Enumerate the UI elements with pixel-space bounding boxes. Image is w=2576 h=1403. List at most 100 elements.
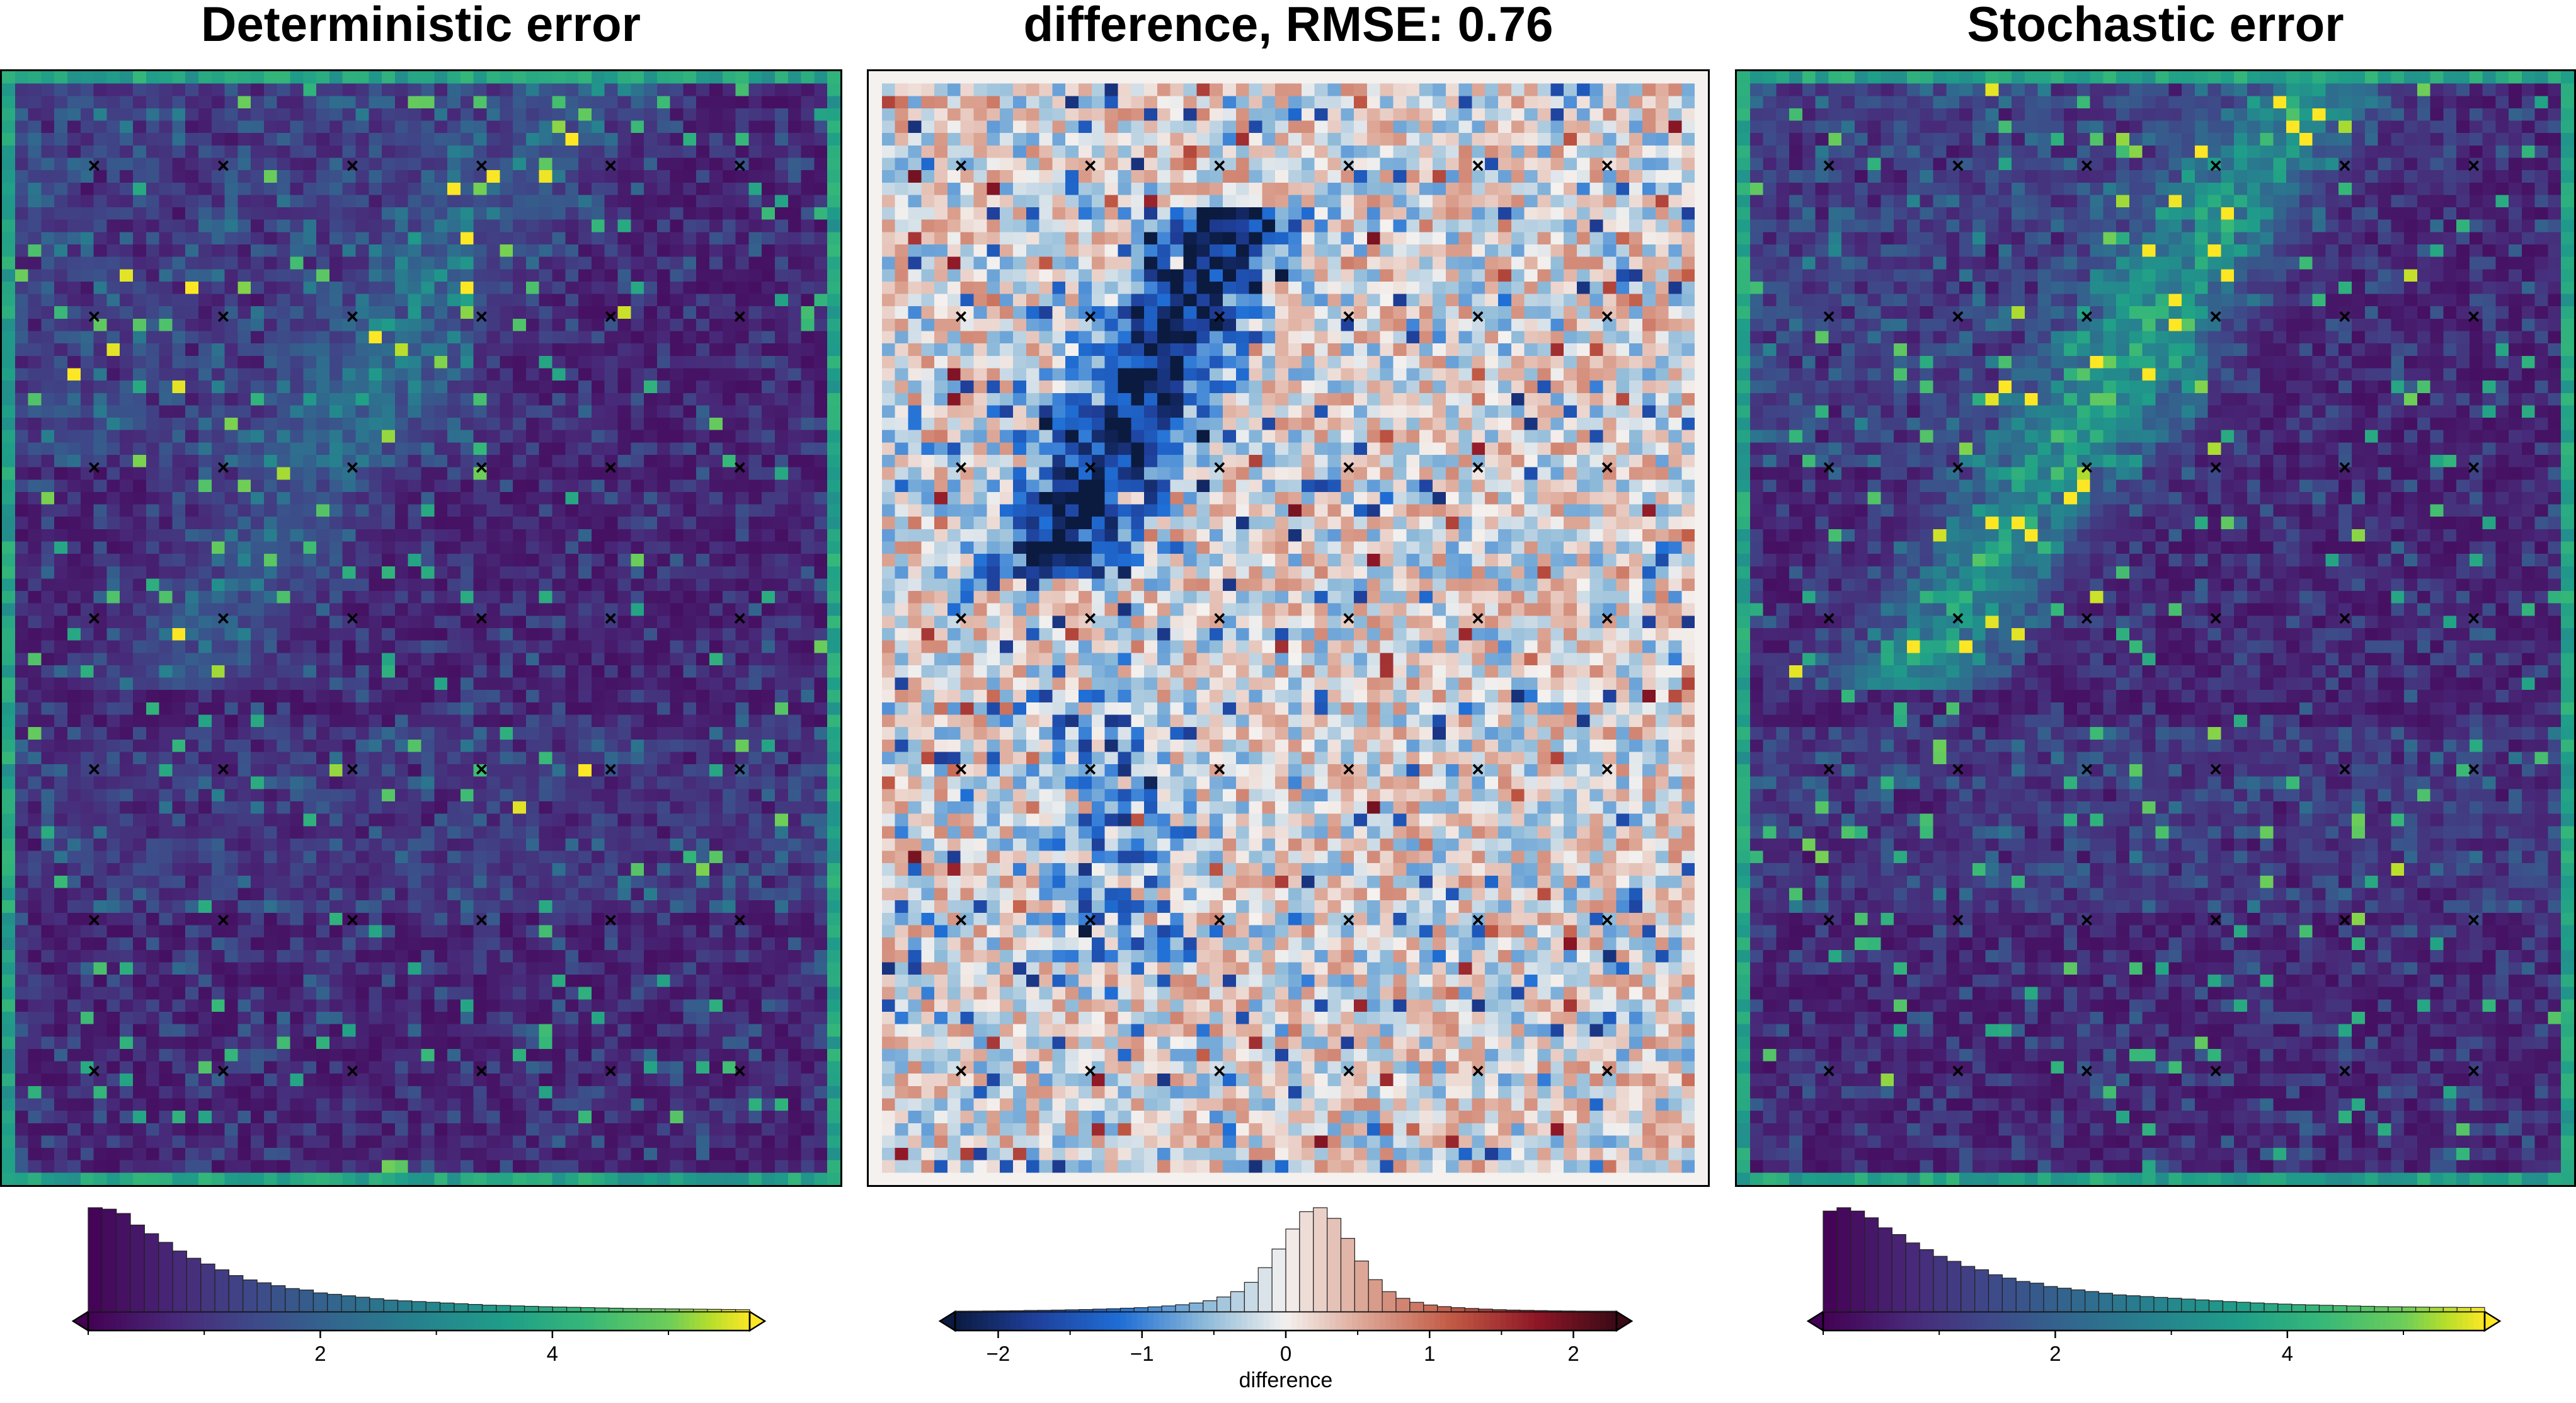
deterministic-error-colorbar-segment bbox=[347, 1312, 353, 1331]
deterministic-error-histogram-bar bbox=[383, 1300, 399, 1312]
deterministic-error-histogram-bar bbox=[524, 1305, 539, 1312]
difference-colorbar-segment bbox=[1589, 1312, 1595, 1331]
station-marker: × bbox=[217, 1060, 229, 1084]
stochastic-error-colorbar-segment bbox=[1972, 1312, 1978, 1331]
stochastic-error-colorbar-segment bbox=[1944, 1312, 1950, 1331]
stochastic-error-colorbar-segment bbox=[1850, 1312, 1857, 1331]
stochastic-error-colorbar-segment bbox=[2148, 1312, 2155, 1331]
deterministic-error-histogram-bar bbox=[538, 1306, 553, 1312]
difference-colorbar-segment bbox=[1252, 1312, 1259, 1331]
station-marker: × bbox=[2338, 1060, 2351, 1084]
deterministic-error-colorbar-segment bbox=[540, 1312, 546, 1331]
deterministic-error-histogram-bar bbox=[256, 1282, 272, 1312]
difference-colorbar-segment bbox=[1528, 1312, 1535, 1331]
difference-colorbar-segment bbox=[999, 1312, 1005, 1331]
station-marker: × bbox=[2081, 455, 2093, 479]
station-marker: × bbox=[1823, 1060, 1835, 1084]
stochastic-error-colorbar-segment bbox=[2126, 1312, 2132, 1331]
station-marker: × bbox=[346, 908, 358, 932]
deterministic-error-histogram-bar bbox=[439, 1302, 455, 1312]
deterministic-error-histogram-bar bbox=[130, 1224, 145, 1312]
stochastic-error-colorbar-segment bbox=[1900, 1312, 1906, 1331]
difference-colorbar-label: difference bbox=[1239, 1368, 1333, 1392]
stochastic-error-histogram-bar bbox=[1891, 1234, 1906, 1312]
difference-colorbar-high-extend bbox=[1615, 1310, 1634, 1332]
difference-colorbar-segment bbox=[1605, 1312, 1611, 1331]
deterministic-error-colorbar-segment bbox=[386, 1312, 392, 1331]
difference-histogram-bar bbox=[1547, 1310, 1562, 1312]
deterministic-error-colorbar-segment bbox=[590, 1312, 596, 1331]
difference-colorbar-segment bbox=[1131, 1312, 1138, 1331]
difference-colorbar-segment bbox=[977, 1312, 983, 1331]
difference-histogram-bar bbox=[1009, 1310, 1024, 1312]
deterministic-error-histogram-bar bbox=[665, 1309, 680, 1312]
deterministic-error-colorbar-segment bbox=[546, 1312, 552, 1331]
deterministic-error-colorbar-segment bbox=[644, 1312, 651, 1331]
difference-colorbar-segment bbox=[1545, 1312, 1551, 1331]
difference-colorbar-segment bbox=[1098, 1312, 1104, 1331]
station-marker: × bbox=[217, 305, 229, 329]
difference-colorbar-segment bbox=[1346, 1312, 1353, 1331]
difference-colorbar-segment bbox=[1533, 1312, 1540, 1331]
stochastic-error-colorbar-segment bbox=[2258, 1312, 2265, 1331]
stochastic-error-colorbar-segment bbox=[2435, 1312, 2441, 1331]
station-marker: × bbox=[1952, 455, 1964, 479]
difference-map: × × × × × × × × × × × × × × × × × × × × × × × × × × × × × × × × × × × × × × × ×… bbox=[867, 69, 1710, 1187]
difference-colorbar-segment bbox=[1198, 1312, 1204, 1331]
deterministic-error-colorbar-segment bbox=[490, 1312, 497, 1331]
station-marker: × bbox=[733, 1060, 746, 1084]
stochastic-error-colorbar-tick-label: 4 bbox=[2282, 1342, 2293, 1365]
stochastic-error-colorbar-segment bbox=[2000, 1312, 2006, 1331]
station-marker: × bbox=[2468, 154, 2480, 178]
deterministic-error-colorbar-segment bbox=[622, 1312, 629, 1331]
difference-colorbar-tick-label: 2 bbox=[1567, 1342, 1579, 1365]
difference-colorbar-segment bbox=[1109, 1312, 1116, 1331]
station-marker: × bbox=[1084, 607, 1097, 631]
station-marker: × bbox=[346, 758, 358, 782]
difference-colorbar-segment bbox=[1176, 1312, 1182, 1331]
stochastic-error-histogram-bar bbox=[2112, 1294, 2127, 1312]
stochastic-error-colorbar-segment bbox=[2066, 1312, 2072, 1331]
stochastic-error-colorbar-segment bbox=[2236, 1312, 2243, 1331]
deterministic-error-colorbar-segment bbox=[121, 1312, 127, 1331]
stochastic-error-histogram-bar bbox=[1823, 1210, 1838, 1312]
stochastic-error-histogram-bar bbox=[1836, 1207, 1852, 1312]
stochastic-error-colorbar-segment bbox=[2374, 1312, 2381, 1331]
station-marker: × bbox=[1823, 607, 1835, 631]
deterministic-error-histogram-bar bbox=[101, 1208, 117, 1312]
difference-histogram-bar bbox=[1368, 1279, 1383, 1312]
difference-histogram-bar bbox=[1161, 1305, 1176, 1312]
deterministic-error-histogram-bar bbox=[285, 1288, 300, 1312]
stochastic-error-colorbar-segment bbox=[2463, 1312, 2469, 1331]
stochastic-error-histogram-bar bbox=[1933, 1256, 1948, 1312]
difference-histogram-bar bbox=[1423, 1304, 1438, 1312]
difference-colorbar-segment bbox=[1539, 1312, 1545, 1331]
stochastic-error-histogram-bar bbox=[2015, 1281, 2030, 1312]
stochastic-error-colorbar-segment bbox=[1938, 1312, 1945, 1331]
difference-colorbar-segment bbox=[1611, 1312, 1617, 1331]
difference-colorbar-segment bbox=[1170, 1312, 1176, 1331]
stochastic-error-colorbar-segment bbox=[1966, 1312, 1972, 1331]
deterministic-error-colorbar-segment bbox=[606, 1312, 612, 1331]
stochastic-error-colorbar-high-extend bbox=[2483, 1310, 2502, 1332]
difference-histogram-bar bbox=[1313, 1207, 1328, 1312]
difference-histogram-bar bbox=[1520, 1310, 1535, 1312]
deterministic-error-colorbar-tick-label: 4 bbox=[547, 1342, 558, 1365]
stochastic-error-colorbar-segment bbox=[2098, 1312, 2105, 1331]
stochastic-error-colorbar-segment bbox=[2076, 1312, 2083, 1331]
stochastic-error-colorbar-segment bbox=[2198, 1312, 2204, 1331]
stochastic-error-colorbar-segment bbox=[2308, 1312, 2315, 1331]
difference-colorbar-segment bbox=[1220, 1312, 1226, 1331]
stochastic-error-histogram-bar bbox=[2332, 1305, 2347, 1312]
deterministic-error-raster bbox=[2, 71, 840, 1185]
stochastic-error-histogram-bar bbox=[2001, 1278, 2017, 1312]
station-marker: × bbox=[217, 607, 229, 631]
stochastic-error-colorbar-segment bbox=[2385, 1312, 2391, 1331]
right-panel-title: Stochastic error bbox=[1967, 0, 2344, 52]
deterministic-error-histogram-bar bbox=[721, 1309, 736, 1312]
stochastic-error-colorbar-tick-label: 2 bbox=[2049, 1342, 2061, 1365]
station-marker: × bbox=[1084, 758, 1097, 782]
stochastic-error-colorbar-segment bbox=[1933, 1312, 1940, 1331]
stochastic-error-colorbar-segment bbox=[2016, 1312, 2022, 1331]
stochastic-error-colorbar-segment bbox=[2104, 1312, 2110, 1331]
